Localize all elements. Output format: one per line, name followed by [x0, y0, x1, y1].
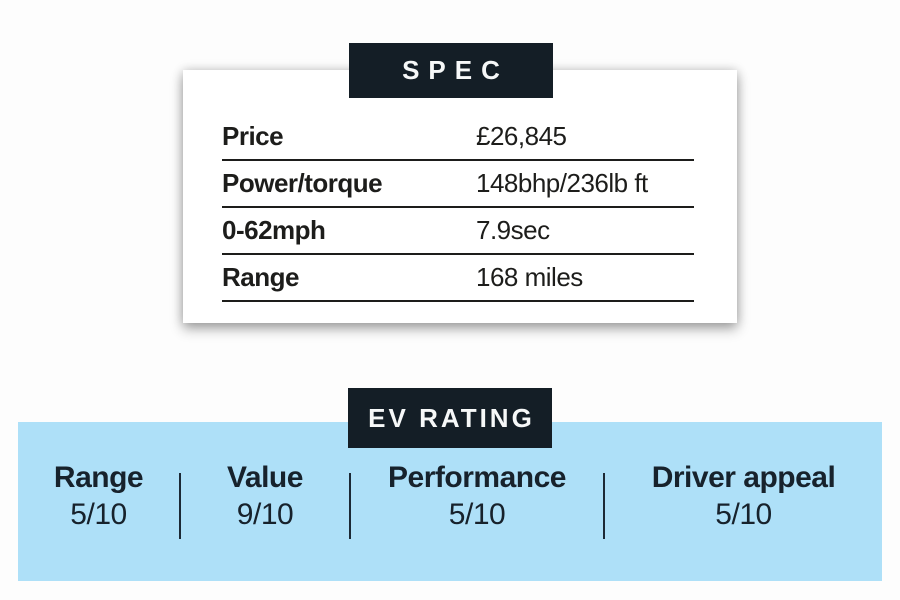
spec-row-label: 0-62mph: [222, 215, 326, 245]
spec-row-label: Price: [222, 121, 284, 151]
rating-value: 5/10: [448, 498, 506, 531]
rating-label: Performance: [388, 461, 566, 494]
rating-label: Driver appeal: [651, 461, 836, 494]
column-divider: [179, 472, 181, 539]
rating-value: 9/10: [236, 498, 294, 531]
spec-card: Price £26,845 Power/torque 148bhp/236lb …: [183, 70, 737, 323]
spec-row-value: 7.9sec: [476, 215, 550, 245]
table-row: 0-62mph 7.9sec: [222, 208, 694, 255]
ev-rating-header: EV RATING: [348, 388, 552, 448]
column-divider: [603, 472, 605, 539]
rating-label: Value: [227, 461, 303, 494]
rating-column-value: Value 9/10: [181, 422, 349, 581]
table-row: Price £26,845: [222, 114, 694, 161]
table-row: Range 168 miles: [222, 255, 694, 302]
table-row: Power/torque 148bhp/236lb ft: [222, 161, 694, 208]
ev-rating-band: Range 5/10 Value 9/10 Performance 5/10 D…: [18, 422, 882, 581]
spec-row-value: 168 miles: [476, 262, 583, 292]
rating-value: 5/10: [715, 498, 772, 531]
rating-column-performance: Performance 5/10: [351, 422, 603, 581]
spec-row-label: Range: [222, 262, 299, 292]
ev-rating-header-label: EV RATING: [368, 402, 535, 433]
spec-row-value: £26,845: [476, 121, 567, 151]
spec-row-value: 148bhp/236lb ft: [476, 168, 648, 198]
column-divider: [349, 472, 351, 539]
spec-table: Price £26,845 Power/torque 148bhp/236lb …: [222, 114, 694, 302]
rating-column-driver-appeal: Driver appeal 5/10: [605, 422, 882, 581]
rating-value: 5/10: [70, 498, 127, 531]
spec-header-label: SPEC: [402, 55, 509, 85]
rating-column-range: Range 5/10: [18, 422, 179, 581]
spec-header: SPEC: [349, 43, 553, 98]
rating-label: Range: [53, 461, 144, 494]
spec-row-label: Power/torque: [222, 168, 383, 198]
